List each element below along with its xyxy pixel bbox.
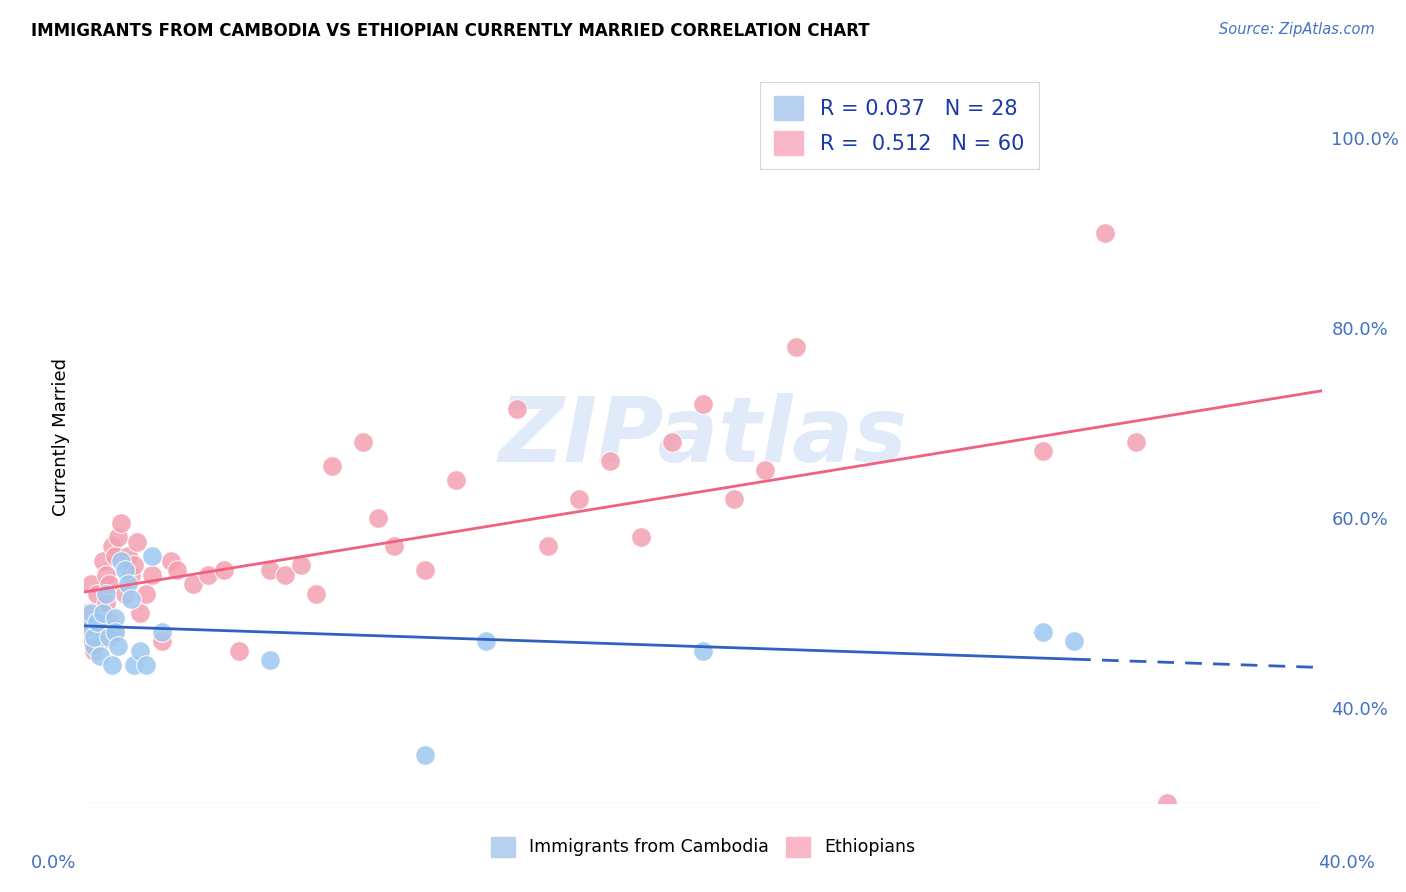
Point bbox=[630, 530, 652, 544]
Text: ZIPatlas: ZIPatlas bbox=[499, 393, 907, 481]
Point bbox=[506, 401, 529, 416]
Point bbox=[537, 539, 560, 553]
Point bbox=[101, 539, 124, 553]
Point bbox=[98, 577, 121, 591]
Point bbox=[1125, 434, 1147, 449]
Point bbox=[141, 567, 163, 582]
Point bbox=[1063, 634, 1085, 648]
Point bbox=[120, 591, 142, 606]
Text: IMMIGRANTS FROM CAMBODIA VS ETHIOPIAN CURRENTLY MARRIED CORRELATION CHART: IMMIGRANTS FROM CAMBODIA VS ETHIOPIAN CU… bbox=[31, 22, 869, 40]
Point bbox=[94, 567, 117, 582]
Point bbox=[274, 567, 297, 582]
Point bbox=[98, 630, 121, 644]
Point bbox=[122, 558, 145, 573]
Point bbox=[1094, 226, 1116, 240]
Point bbox=[76, 620, 98, 634]
Point bbox=[228, 644, 250, 658]
Point bbox=[107, 530, 129, 544]
Point bbox=[1156, 796, 1178, 810]
Point bbox=[79, 577, 101, 591]
Point bbox=[98, 615, 121, 630]
Point bbox=[197, 567, 219, 582]
Point bbox=[135, 658, 157, 673]
Point bbox=[413, 563, 436, 577]
Point bbox=[259, 563, 281, 577]
Point bbox=[76, 624, 98, 639]
Point bbox=[352, 434, 374, 449]
Point bbox=[692, 644, 714, 658]
Point bbox=[114, 587, 136, 601]
Point bbox=[367, 511, 389, 525]
Point bbox=[166, 563, 188, 577]
Point bbox=[568, 491, 591, 506]
Point bbox=[94, 596, 117, 610]
Point bbox=[150, 634, 173, 648]
Point bbox=[104, 610, 127, 624]
Point bbox=[110, 516, 132, 530]
Y-axis label: Currently Married: Currently Married bbox=[52, 358, 70, 516]
Point bbox=[83, 644, 105, 658]
Point bbox=[91, 553, 114, 567]
Text: Source: ZipAtlas.com: Source: ZipAtlas.com bbox=[1219, 22, 1375, 37]
Point bbox=[723, 491, 745, 506]
Point bbox=[321, 458, 343, 473]
Point bbox=[129, 644, 152, 658]
Point bbox=[1032, 444, 1054, 458]
Point bbox=[94, 587, 117, 601]
Point bbox=[120, 567, 142, 582]
Point bbox=[117, 549, 139, 563]
Point bbox=[86, 615, 108, 630]
Point bbox=[181, 577, 204, 591]
Point bbox=[89, 606, 111, 620]
Point bbox=[110, 553, 132, 567]
Point bbox=[754, 463, 776, 477]
Point bbox=[91, 606, 114, 620]
Point bbox=[141, 549, 163, 563]
Text: 0.0%: 0.0% bbox=[31, 855, 76, 872]
Point bbox=[83, 615, 105, 630]
Point bbox=[86, 624, 108, 639]
Point bbox=[290, 558, 312, 573]
Text: 40.0%: 40.0% bbox=[1319, 855, 1375, 872]
Point bbox=[91, 624, 114, 639]
Point bbox=[785, 340, 807, 354]
Point bbox=[83, 630, 105, 644]
Legend: Immigrants from Cambodia, Ethiopians: Immigrants from Cambodia, Ethiopians bbox=[484, 830, 922, 863]
Point bbox=[599, 454, 621, 468]
Point bbox=[692, 397, 714, 411]
Point bbox=[129, 606, 152, 620]
Point bbox=[79, 634, 101, 648]
Point bbox=[150, 624, 173, 639]
Point bbox=[661, 434, 683, 449]
Point bbox=[122, 658, 145, 673]
Point bbox=[117, 577, 139, 591]
Point bbox=[413, 748, 436, 763]
Point bbox=[212, 563, 235, 577]
Point bbox=[135, 587, 157, 601]
Point bbox=[86, 587, 108, 601]
Point bbox=[104, 549, 127, 563]
Point bbox=[1032, 624, 1054, 639]
Point bbox=[104, 624, 127, 639]
Point bbox=[475, 634, 498, 648]
Point bbox=[259, 653, 281, 667]
Point bbox=[83, 639, 105, 653]
Point bbox=[104, 624, 127, 639]
Point bbox=[101, 658, 124, 673]
Point bbox=[79, 606, 101, 620]
Point bbox=[89, 648, 111, 663]
Point bbox=[107, 639, 129, 653]
Point bbox=[444, 473, 467, 487]
Point bbox=[160, 553, 183, 567]
Point bbox=[76, 606, 98, 620]
Point bbox=[89, 634, 111, 648]
Point bbox=[114, 563, 136, 577]
Point bbox=[125, 534, 148, 549]
Point bbox=[382, 539, 405, 553]
Point bbox=[305, 587, 328, 601]
